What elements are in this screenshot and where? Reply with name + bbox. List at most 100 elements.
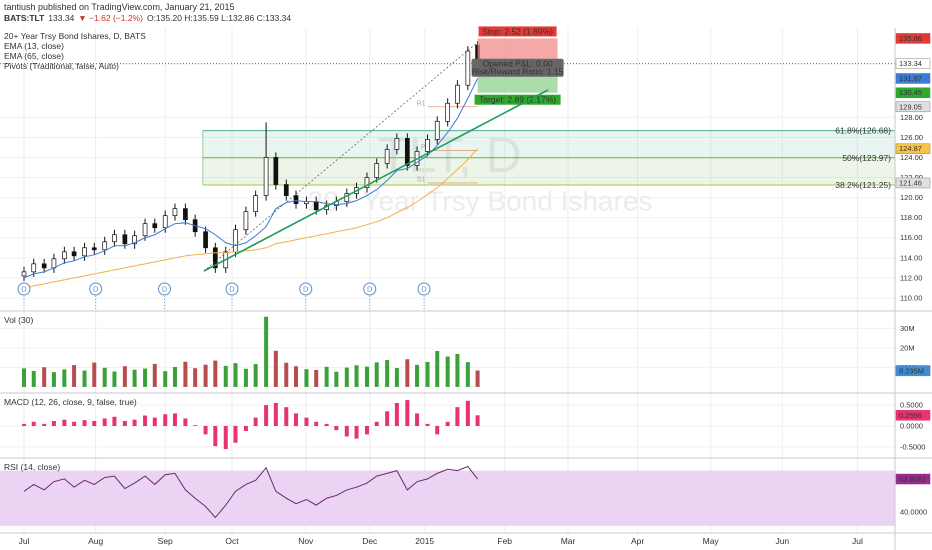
volume-bar <box>183 361 188 387</box>
price-flag <box>895 101 931 113</box>
candle-body <box>203 231 208 249</box>
macd-bar <box>264 405 269 426</box>
macd-bar <box>314 421 319 426</box>
ohlc: O:135.20 H:135.59 L:132.86 C:133.34 <box>147 13 291 23</box>
x-tick-label: Sep <box>158 536 173 546</box>
ema-line <box>23 78 479 279</box>
candle-body <box>394 138 400 150</box>
trend-line <box>203 89 549 272</box>
volume-bar <box>143 368 148 387</box>
candle-body <box>41 263 47 269</box>
candle-body <box>172 208 178 217</box>
candle-body <box>404 138 410 166</box>
macd-bar <box>253 417 258 426</box>
pivot-label: R1 <box>417 100 426 107</box>
target-label-box <box>474 94 561 105</box>
y-tick-label: 0.0000 <box>900 422 923 431</box>
volume-bar <box>273 350 278 387</box>
dividend-marker <box>363 282 377 296</box>
watermark-name: 20+ Year Trsy Bond Ishares <box>308 186 653 217</box>
volume-bar <box>203 364 208 387</box>
macd-bar <box>415 413 420 426</box>
volume-bar <box>72 365 77 387</box>
dividend-marker <box>417 282 431 296</box>
volume-bar <box>152 363 157 387</box>
volume-bar <box>394 368 399 387</box>
candle-body <box>122 234 128 245</box>
price-flag <box>895 87 931 98</box>
macd-bar <box>112 416 117 426</box>
macd-bar <box>435 426 440 435</box>
rsi-band <box>0 470 895 526</box>
volume-bar <box>102 367 107 387</box>
target-label: Target: 2.89 (2.17%) <box>479 95 556 105</box>
macd-bar <box>82 420 87 426</box>
y-tick-label: 20M <box>900 343 915 352</box>
x-tick-label: Jul <box>852 536 863 546</box>
macd-bar <box>92 420 97 426</box>
panel-title: Vol (30) <box>4 315 33 325</box>
x-tick-label: Dec <box>362 536 378 546</box>
dividend-label: D <box>93 285 99 294</box>
legend-title: 20+ Year Trsy Bond Ishares, D, BATS <box>4 31 146 41</box>
volume-bar <box>213 360 218 387</box>
candle-body <box>374 163 380 178</box>
volume-bar <box>132 369 137 387</box>
volume-bar <box>294 366 299 387</box>
macd-bar <box>143 415 148 426</box>
price-flag-label: 133.34 <box>899 59 922 68</box>
macd-bar <box>445 421 450 426</box>
volume-bar <box>364 366 369 387</box>
stop-label-box <box>478 26 557 37</box>
candle-body <box>132 235 137 245</box>
price-flag <box>895 33 931 44</box>
volume-bar <box>112 371 117 387</box>
price-flag-label: 135.86 <box>899 34 922 43</box>
volume-bar <box>243 368 248 387</box>
watermark: TLT, D <box>378 127 522 183</box>
symbol: BATS:TLT <box>4 13 45 23</box>
macd-bar <box>243 426 248 432</box>
volume-bar <box>31 370 36 387</box>
dividend-label: D <box>367 285 373 294</box>
stop-label: Stop: 2.52 (1.89%) <box>482 26 553 36</box>
macd-bar <box>203 426 208 435</box>
macd-bar <box>465 400 470 426</box>
fib-band <box>202 157 895 186</box>
rsi-line <box>23 465 478 519</box>
macd-bar <box>294 413 299 426</box>
macd-bar <box>122 420 127 426</box>
ratio-label: Risk/Reward Ratio: 1.15 <box>472 67 564 77</box>
volume-bar <box>51 372 56 387</box>
x-tick-label: Jul <box>19 536 30 546</box>
x-tick-label: Aug <box>88 536 103 546</box>
pnl-label: Opened P&L: 0.00 <box>483 59 553 69</box>
price-flag-label: 124.87 <box>899 144 922 153</box>
candle-body <box>82 247 87 257</box>
volume-bar <box>223 365 228 387</box>
volume-bar <box>304 369 309 387</box>
volume-bar <box>253 364 258 387</box>
fib-label: 38.2%(121.25) <box>835 180 891 190</box>
volume-bar <box>233 363 238 387</box>
macd-bar <box>364 426 369 435</box>
volume-bar <box>354 365 359 387</box>
volume-bar <box>374 362 379 387</box>
price: 133.34 <box>48 13 74 23</box>
candle-body <box>425 139 430 152</box>
dividend-marker <box>225 282 239 296</box>
volume-bar <box>172 367 177 387</box>
candle-body <box>212 247 218 269</box>
x-tick-label: Mar <box>561 536 576 546</box>
y-tick-label: 124.00 <box>900 153 923 162</box>
price-flag <box>895 73 931 84</box>
macd-bar <box>72 421 77 426</box>
macd-bar <box>233 426 238 443</box>
y-tick-label: 110.00 <box>900 293 922 302</box>
candle-body <box>434 120 440 140</box>
candle-body <box>183 208 188 221</box>
candle-body <box>293 195 299 204</box>
macd-bar <box>213 426 218 447</box>
candle-body <box>233 229 238 253</box>
macd-bar <box>31 421 36 426</box>
